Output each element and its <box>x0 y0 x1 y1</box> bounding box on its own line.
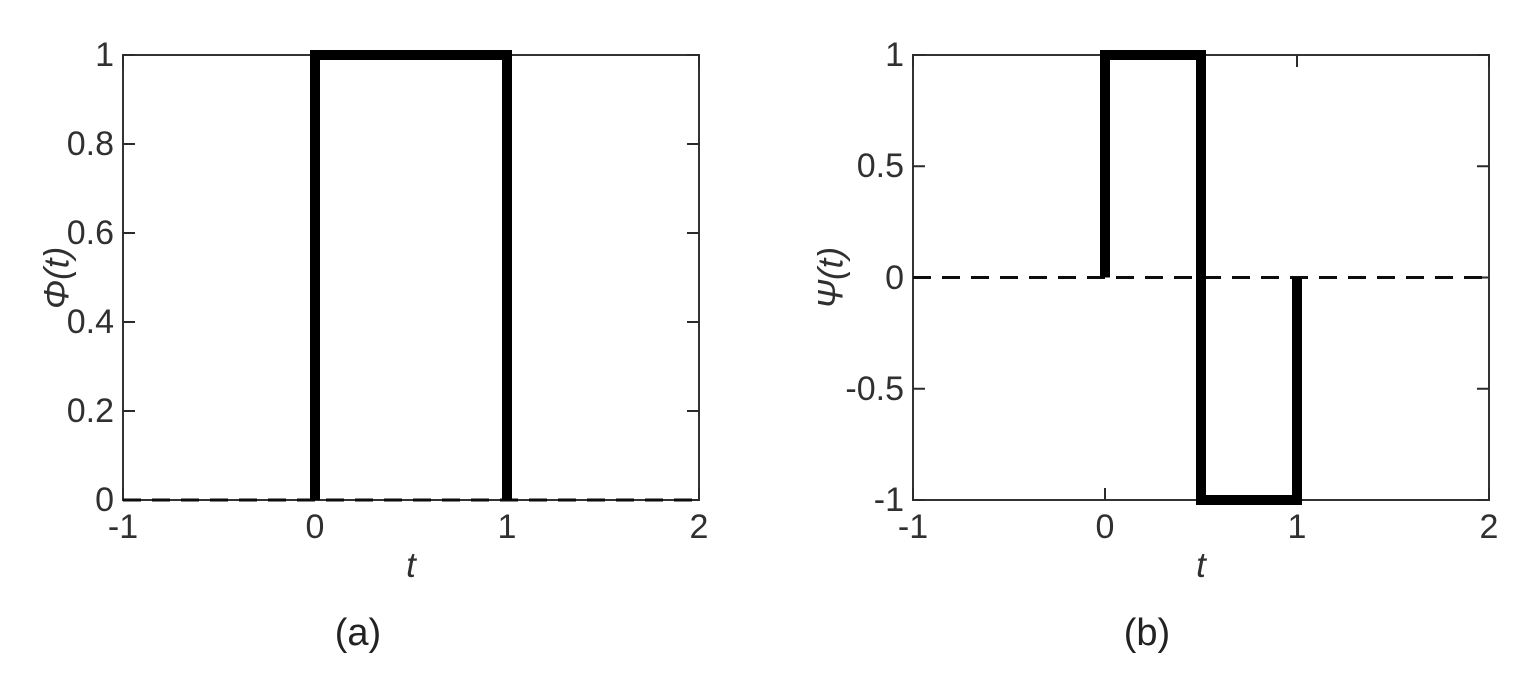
y-tick-label: 0.6 <box>66 214 114 252</box>
x-tick-label: -1 <box>897 508 929 546</box>
x-tick-label: 1 <box>497 508 517 546</box>
phi-signal <box>310 50 512 500</box>
x-tick-label: -1 <box>107 508 139 546</box>
y-axis-label: Ψ(t) <box>811 246 851 309</box>
x-axis-label: t <box>406 546 416 585</box>
y-tick-label: 1 <box>95 36 114 74</box>
y-tick-label: 0.4 <box>66 303 114 341</box>
x-tick-label: 2 <box>689 508 709 546</box>
subplot-caption: (b) <box>1123 612 1171 654</box>
y-tick-label: 0 <box>95 481 114 519</box>
x-tick-label: 0 <box>305 508 325 546</box>
subplot-caption: (a) <box>334 612 382 654</box>
y-tick-label: -1 <box>873 481 904 519</box>
y-tick-label: 1 <box>885 36 904 74</box>
x-tick-label: 1 <box>1287 508 1307 546</box>
y-tick-label: -0.5 <box>845 369 904 408</box>
y-tick-label: 0.5 <box>856 147 904 186</box>
psi-signal <box>1100 50 1302 505</box>
x-tick-label: 2 <box>1479 508 1499 546</box>
y-tick-label: 0 <box>885 258 904 297</box>
y-tick-label: 0.8 <box>66 125 114 163</box>
y-tick-label: 0.2 <box>66 392 114 430</box>
x-tick-label: 0 <box>1095 508 1115 546</box>
x-axis-label: t <box>1196 546 1206 585</box>
